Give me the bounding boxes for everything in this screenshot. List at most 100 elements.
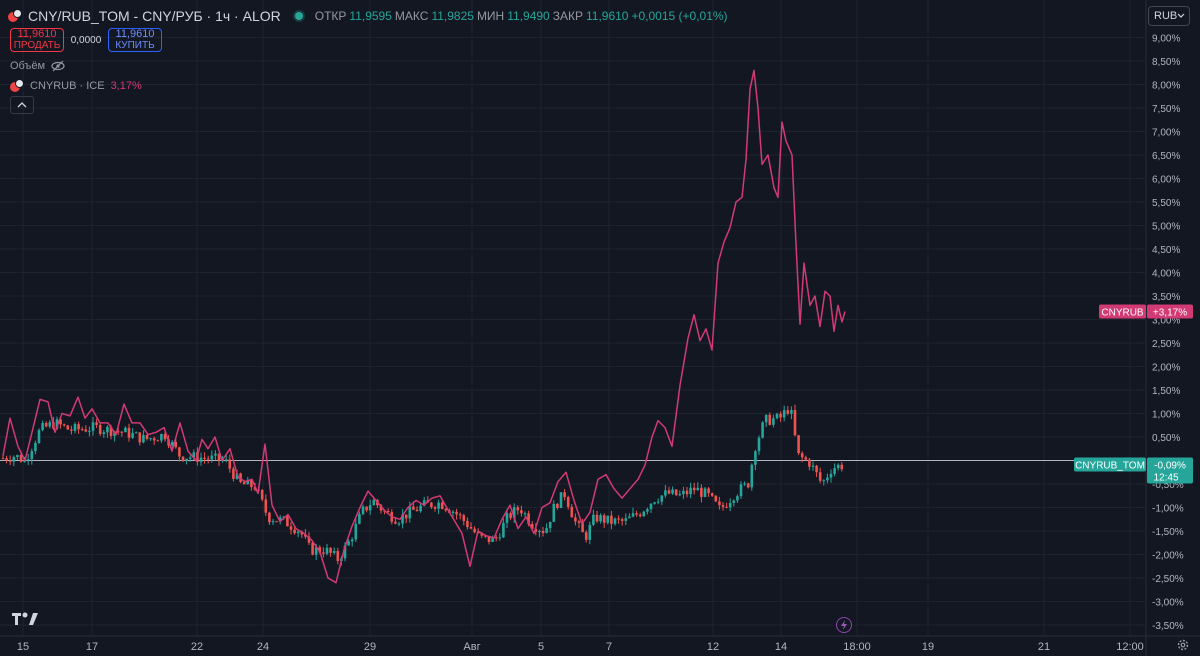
candle (728, 498, 732, 512)
sell-button[interactable]: 11,9610 ПРОДАТЬ (10, 28, 64, 52)
candle (163, 431, 167, 442)
candle (815, 464, 818, 478)
candle (624, 513, 628, 526)
candle (466, 517, 469, 530)
candle (757, 435, 761, 455)
candle (185, 458, 188, 465)
candle (692, 482, 696, 495)
candle (34, 440, 37, 455)
candle (88, 426, 91, 437)
candle (656, 498, 660, 505)
buy-label: КУПИТЬ (115, 40, 155, 51)
candle (779, 411, 782, 422)
collapse-legend-button[interactable] (10, 96, 34, 114)
time-tick-label: 22 (191, 641, 203, 653)
time-tick-label: 17 (86, 641, 98, 653)
sell-price: 11,9610 (17, 28, 57, 40)
candle (505, 508, 509, 529)
price-tick-label: 9,00% (1152, 34, 1180, 45)
currency-button[interactable]: RUB (1148, 6, 1190, 26)
candle (516, 505, 520, 515)
time-tick-label: 12 (707, 641, 719, 653)
candle (73, 422, 77, 434)
candle (509, 511, 512, 521)
symbol-title[interactable]: CNY/RUB_TOM - CNY/РУБ · 1ч · ALOR (28, 8, 281, 24)
candle (736, 494, 739, 503)
candle (743, 481, 746, 486)
high-value: 11,9825 (431, 9, 474, 23)
eye-hidden-icon[interactable] (51, 60, 65, 72)
lightning-icon[interactable] (836, 617, 852, 633)
candle (674, 489, 678, 496)
candle (91, 417, 95, 436)
candle (451, 510, 455, 518)
candle (703, 486, 707, 498)
candle (401, 509, 404, 529)
candle (268, 511, 271, 525)
candle (311, 541, 314, 556)
candle (538, 529, 541, 538)
open-label: ОТКР (314, 9, 347, 23)
candle (732, 499, 736, 507)
candle (631, 507, 635, 518)
candle (653, 501, 656, 505)
price-tick-label: -2,00% (1152, 551, 1184, 562)
candle (26, 453, 30, 466)
candle (149, 437, 152, 441)
candle (718, 496, 721, 510)
candle (721, 502, 725, 511)
candle (80, 426, 84, 431)
candle (365, 506, 368, 513)
candle (156, 439, 160, 442)
candle (368, 499, 372, 515)
candle (217, 453, 221, 466)
time-tick-label: 14 (775, 641, 787, 653)
candle (296, 530, 300, 538)
candle (5, 455, 8, 464)
price-tick-label: -2,50% (1152, 574, 1184, 585)
candle (498, 532, 502, 541)
candle (404, 514, 408, 524)
candle (214, 450, 217, 461)
candle (761, 421, 764, 439)
candle (588, 521, 592, 545)
tradingview-logo[interactable] (12, 610, 40, 626)
candle (131, 428, 134, 440)
low-label: МИН (476, 9, 505, 23)
close-value: 11,9610 (585, 9, 629, 23)
high-label: МАКС (394, 9, 429, 23)
candle (685, 487, 689, 498)
candle (181, 456, 185, 463)
candle (8, 455, 12, 466)
candle (228, 454, 232, 473)
candle (293, 526, 296, 535)
candle (260, 489, 264, 502)
candle (347, 539, 350, 546)
candle (250, 478, 253, 491)
candle (818, 467, 822, 484)
price-tick-label: -3,00% (1152, 598, 1184, 609)
time-tick-label: 15 (17, 641, 29, 653)
candle (354, 518, 358, 542)
symbol-legend[interactable]: CNY/RUB_TOM - CNY/РУБ · 1ч · ALOR ОТКР 11… (8, 6, 728, 26)
candle (16, 454, 19, 460)
candle (394, 518, 397, 525)
candle (210, 450, 214, 463)
main-value-tag (1147, 457, 1193, 484)
candle (566, 495, 570, 510)
candle (581, 518, 584, 533)
price-tick-label: 3,00% (1152, 316, 1180, 327)
candle (458, 512, 462, 520)
candle (437, 499, 440, 515)
candle (646, 507, 649, 515)
volume-indicator[interactable]: Объём (10, 60, 65, 72)
close-label: ЗАКР (552, 9, 583, 23)
buy-button[interactable]: 11,9610 КУПИТЬ (108, 28, 162, 52)
candle (790, 406, 793, 420)
settings-gear-icon[interactable] (1176, 638, 1190, 652)
candle (77, 421, 80, 434)
compare-legend[interactable]: CNYRUB · ICE 3,17% (10, 79, 142, 93)
time-tick-label: 21 (1038, 641, 1050, 653)
price-tick-label: 8,50% (1152, 57, 1180, 68)
